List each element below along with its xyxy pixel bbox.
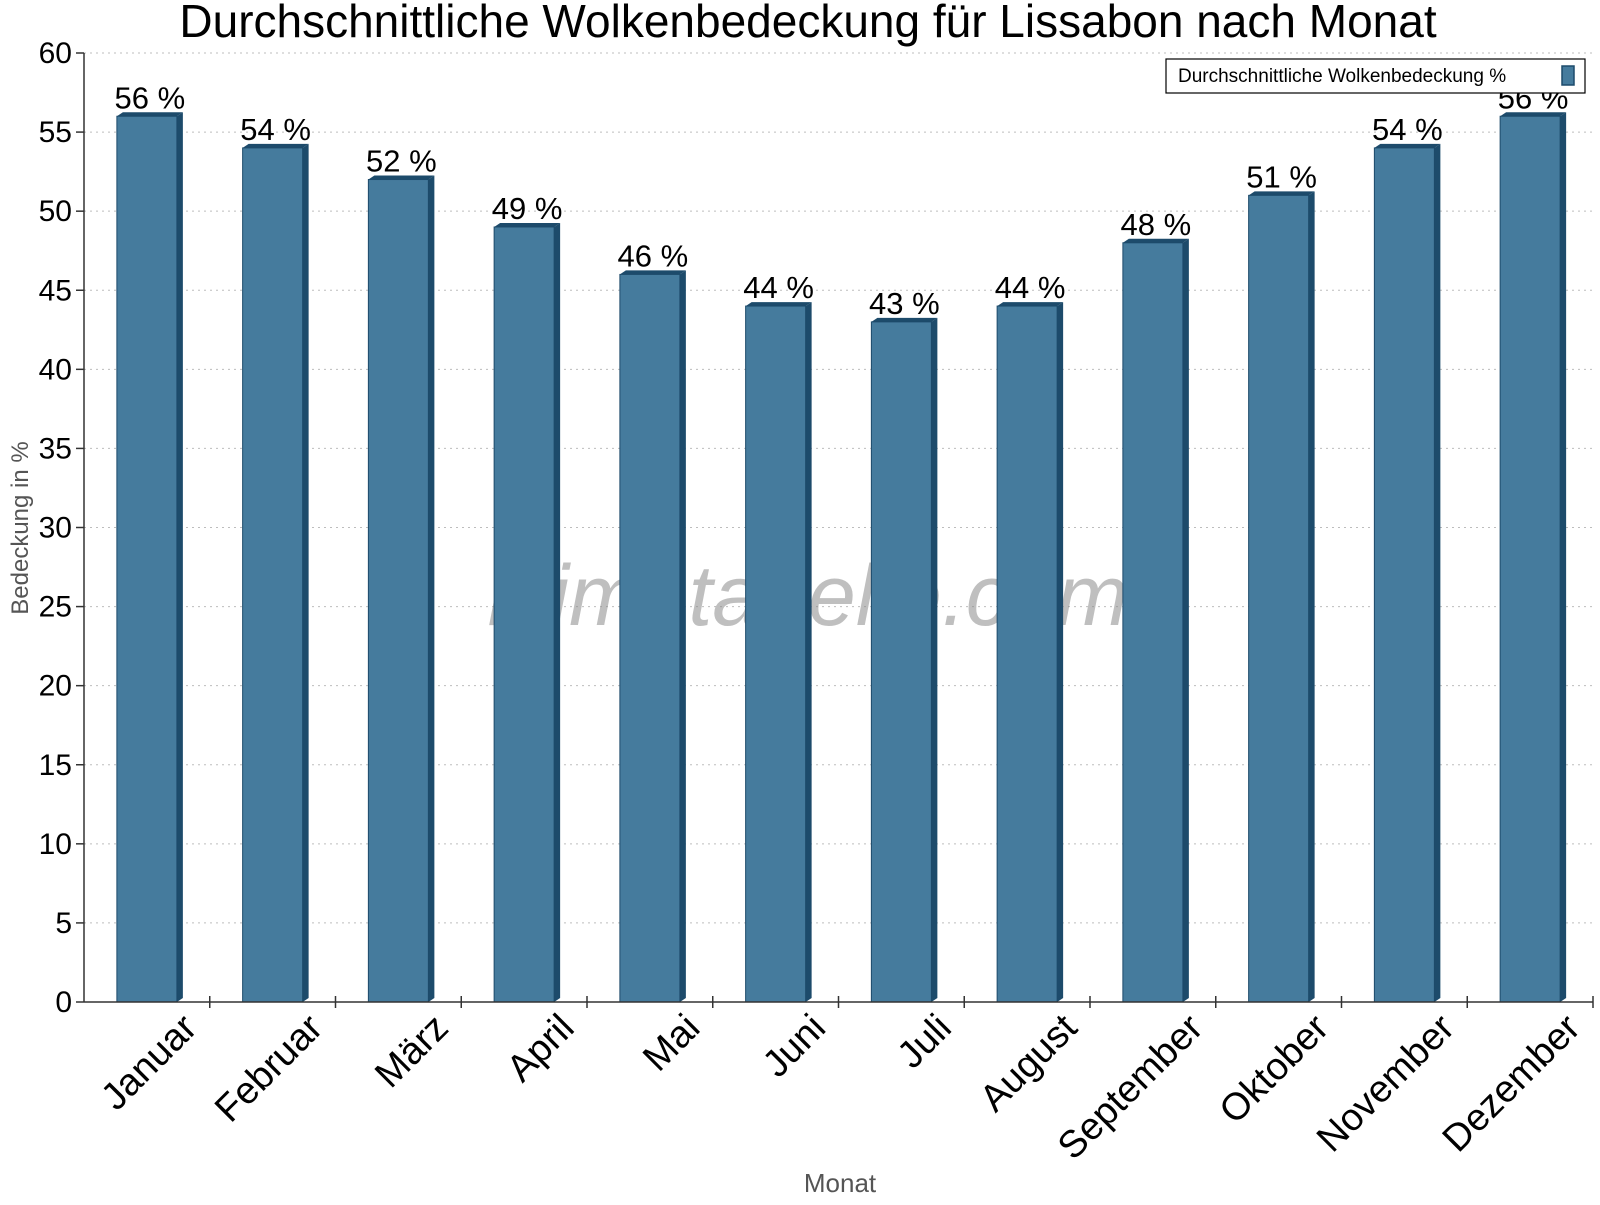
data-label: 43 %: [869, 286, 940, 321]
gridlines: [84, 52, 1593, 924]
y-ticks: 0 5 10 15 20 25 30 35 40 45 50 55 60: [39, 37, 84, 1019]
bars: [116, 112, 1567, 1003]
y-tick-label: 5: [55, 907, 72, 940]
y-axis-label: Bedeckung in %: [7, 441, 34, 614]
x-axis-label: Monat: [804, 1168, 877, 1198]
bar-side: [302, 143, 309, 1002]
bar-front: [1499, 115, 1561, 1003]
bar-side: [176, 112, 183, 1003]
bar-side: [805, 302, 812, 1003]
bar-front: [619, 273, 681, 1003]
y-tick-label: 35: [39, 432, 72, 465]
y-tick-label: 30: [39, 512, 72, 545]
bar: [1373, 143, 1441, 1003]
y-tick-label: 40: [39, 353, 72, 386]
bar-front: [870, 321, 932, 1003]
bar-side: [554, 222, 561, 1002]
data-label: 46 %: [618, 238, 689, 273]
bar-front: [1373, 147, 1435, 1003]
bar-top: [745, 302, 812, 307]
data-label: 54 %: [1372, 112, 1443, 147]
bar: [745, 302, 812, 1003]
x-tick-label: November: [1309, 1006, 1463, 1160]
bar: [493, 222, 561, 1003]
axes: [83, 53, 1593, 1003]
y-tick-label: 45: [39, 274, 72, 307]
bar-front: [745, 305, 807, 1003]
bar-top: [1374, 143, 1441, 148]
bar-side: [679, 270, 686, 1002]
bar-top: [997, 302, 1064, 307]
bar-side: [1560, 112, 1567, 1003]
bar-side: [1057, 302, 1064, 1003]
bar-top: [871, 317, 938, 322]
bar: [619, 270, 686, 1003]
data-label: 52 %: [366, 144, 437, 179]
x-tick-label: Mai: [635, 1007, 708, 1080]
data-label: 44 %: [743, 270, 814, 305]
x-tick-label: Juli: [890, 1007, 960, 1077]
bar-top: [242, 143, 309, 148]
bar-top: [619, 270, 686, 275]
bar-top: [1500, 112, 1567, 117]
bar: [367, 175, 435, 1003]
x-tick-label: Oktober: [1212, 1006, 1338, 1132]
data-label: 48 %: [1121, 207, 1192, 242]
x-tick-label: Januar: [93, 1006, 205, 1118]
bar-front: [242, 147, 304, 1003]
bar-side: [1308, 191, 1315, 1003]
bar-front: [367, 179, 429, 1003]
data-label: 49 %: [492, 191, 563, 226]
y-tick-label: 25: [39, 591, 72, 624]
bar: [1248, 191, 1315, 1003]
legend: Durchschnittliche Wolkenbedeckung %: [1165, 58, 1586, 94]
bar-top: [368, 175, 435, 180]
data-labels: 56 % 54 % 52 % 49 % 46 % 44 % 43 % 44 % 48 % 51 %…: [115, 80, 1569, 321]
y-tick-label: 15: [39, 749, 72, 782]
bar-top: [1122, 238, 1189, 243]
y-tick-label: 55: [39, 116, 72, 149]
y-tick-label: 10: [39, 828, 72, 861]
y-tick-label: 50: [39, 195, 72, 228]
x-tick-label: April: [499, 1007, 582, 1090]
bar: [1499, 112, 1567, 1003]
x-tick-label: Februar: [207, 1006, 331, 1130]
bar-front: [996, 305, 1058, 1003]
bar-side: [931, 317, 938, 1003]
y-tick-label: 20: [39, 670, 72, 703]
x-ticks: Januar Februar März April Mai Juni Juli AugustS…: [93, 996, 1594, 1168]
bar-side: [1182, 238, 1189, 1003]
y-tick-label: 0: [55, 986, 72, 1019]
bar: [242, 143, 309, 1003]
y-tick-label: 60: [39, 37, 72, 70]
x-tick-label: Dezember: [1435, 1006, 1589, 1160]
bar: [1122, 238, 1189, 1003]
bar-top: [1248, 191, 1315, 196]
x-tick-label: August: [972, 1006, 1086, 1120]
bar: [116, 112, 183, 1003]
x-tick-label: März: [367, 1007, 456, 1096]
bar-front: [1248, 194, 1310, 1003]
bar-front: [116, 115, 178, 1003]
x-tick-label: Juni: [755, 1007, 834, 1086]
bar-top: [494, 222, 561, 227]
bar-side: [1434, 143, 1441, 1002]
bar: [870, 317, 938, 1003]
bar-front: [493, 226, 555, 1003]
data-label: 54 %: [240, 112, 311, 147]
bar-top: [116, 112, 183, 117]
data-label: 56 %: [115, 80, 186, 115]
bar-side: [428, 175, 435, 1003]
data-label: 44 %: [995, 270, 1066, 305]
legend-box: [1165, 58, 1586, 94]
bar: [996, 302, 1064, 1003]
legend-swatch: [1561, 65, 1575, 86]
chart-title: Durchschnittliche Wolkenbedeckung für Li…: [179, 0, 1436, 47]
data-label: 51 %: [1246, 159, 1317, 194]
bar-front: [1122, 242, 1184, 1003]
legend-label: Durchschnittliche Wolkenbedeckung %: [1178, 66, 1506, 87]
